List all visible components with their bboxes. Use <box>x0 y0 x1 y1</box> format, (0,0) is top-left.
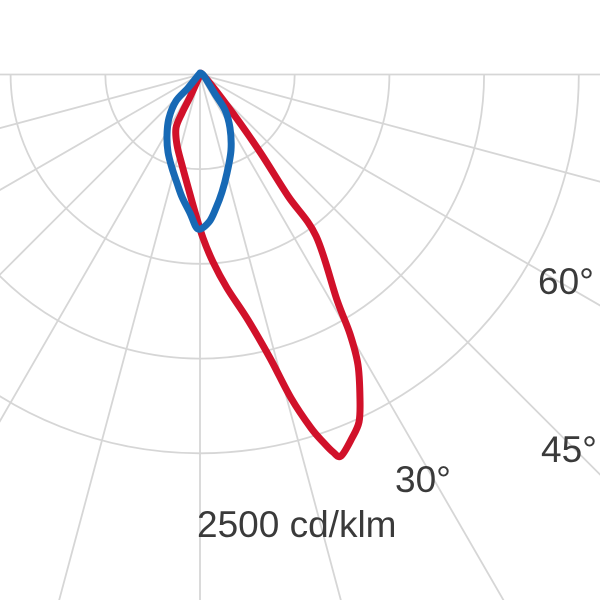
svg-text:2500 cd/klm: 2500 cd/klm <box>197 504 397 545</box>
svg-text:45°: 45° <box>541 429 597 470</box>
svg-text:60°: 60° <box>538 261 594 302</box>
svg-text:30°: 30° <box>395 459 451 500</box>
